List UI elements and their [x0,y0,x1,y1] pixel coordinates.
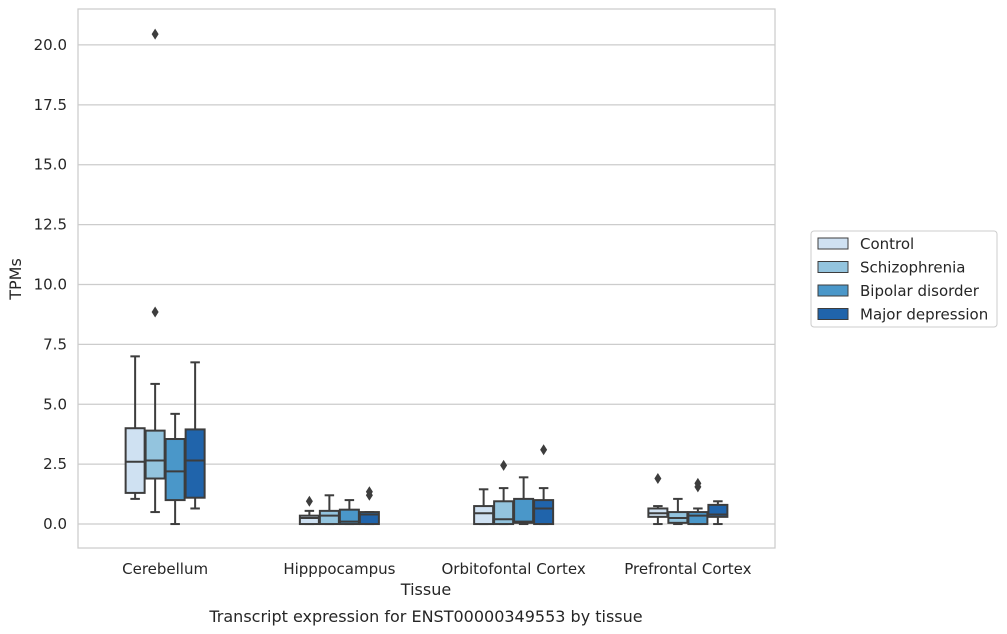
y-axis-tick-labels: 0.0 2.5 5.0 7.5 10.0 12.5 15.0 17.5 20.0 [34,36,67,533]
box-major-depression-orbitofontal-cortex [533,444,555,526]
box-major-depression-prefrontal-cortex [707,500,729,526]
box-schizophrenia-hipppocampus [318,494,340,526]
box-iqr [164,438,186,502]
outlier-point [500,459,508,471]
legend-label-control: Control [860,235,914,253]
outlier-point [151,306,159,318]
x-tick-label: Orbitofontal Cortex [442,560,586,578]
outlier-point [151,28,159,40]
box-bipolar-disorder-cerebellum [164,412,186,526]
box-major-depression-cerebellum [184,361,206,510]
legend-label-major-depression: Major depression [860,306,988,324]
outlier-point [540,444,548,456]
chart-caption: Transcript expression for ENST0000034955… [208,607,642,626]
box-iqr [184,428,206,499]
y-axis-label: TPMs [6,258,25,301]
box-iqr [533,499,555,526]
plot-area-frame [77,8,776,549]
box-bipolar-disorder-orbitofontal-cortex [513,476,535,526]
box-major-depression-hipppocampus [358,486,380,526]
box-control-orbitofontal-cortex [473,488,495,526]
box-iqr [513,497,535,524]
box-iqr [298,514,320,526]
box-iqr [318,509,340,526]
outlier-point [694,477,702,489]
legend-swatch-control [817,237,849,250]
box-control-cerebellum [124,355,146,500]
legend-label-bipolar-disorder: Bipolar disorder [860,282,980,300]
x-tick-label: Prefrontal Cortex [624,560,751,578]
box-iqr [687,511,709,526]
y-tick-label: 12.5 [34,216,67,234]
legend-swatch-major-depression [817,308,849,320]
box-iqr [144,429,166,480]
y-tick-label: 17.5 [34,96,67,114]
x-tick-label: Cerebellum [122,560,208,578]
y-tick-label: 0.0 [43,515,67,533]
box-control-prefrontal-cortex [647,473,669,526]
box-iqr [493,500,515,526]
outlier-point [305,495,313,507]
box-series [124,28,729,526]
legend-label-schizophrenia: Schizophrenia [860,259,965,277]
box-iqr [358,511,380,526]
box-bipolar-disorder-hipppocampus [338,499,360,526]
box-bipolar-disorder-prefrontal-cortex [687,477,709,526]
legend-swatch-schizophrenia [817,261,849,273]
y-tick-label: 20.0 [34,36,67,54]
legend-frame [810,230,998,328]
outlier-point [365,486,373,498]
outlier-point [654,473,662,485]
x-axis-tick-labels: Cerebellum Hipppocampus Orbitofontal Corte… [122,560,751,578]
y-tick-label: 10.0 [34,275,67,293]
box-control-hipppocampus [298,495,320,526]
y-tick-label: 15.0 [34,156,67,174]
x-tick-label: Hipppocampus [283,560,395,578]
box-schizophrenia-cerebellum [144,28,166,514]
box-schizophrenia-orbitofontal-cortex [493,459,515,526]
legend-swatch-bipolar-disorder [817,284,849,297]
y-tick-label: 2.5 [43,455,67,473]
box-iqr [707,503,729,518]
y-tick-label: 7.5 [43,335,67,353]
box-schizophrenia-prefrontal-cortex [667,497,689,526]
box-iqr [473,505,495,526]
legend: Control Schizophrenia Bipolar disorder Majo… [810,230,998,328]
box-iqr [124,427,146,494]
x-axis-label: Tissue [400,580,451,599]
y-tick-label: 5.0 [43,395,67,413]
